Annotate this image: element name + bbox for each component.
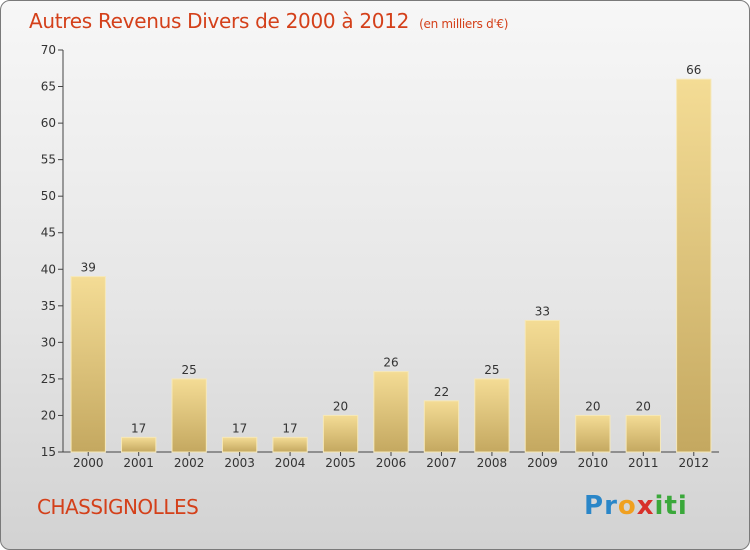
bar [221,436,258,453]
x-tick-label: 2001 [123,456,154,470]
logo-letter: r [604,491,618,521]
y-tick-label: 45 [41,226,56,240]
y-tick-label: 20 [41,408,56,422]
x-tick-label: 2007 [426,456,457,470]
bar [524,319,561,453]
y-tick-label: 15 [41,445,56,459]
x-tick-label: 2010 [578,456,609,470]
logo-letter: o [617,491,637,521]
bar [625,414,661,453]
x-tick-label: 2000 [73,456,104,470]
bar-value-label: 20 [333,399,348,413]
proxiti-logo: Proxiti [584,491,688,521]
y-tick-label: 30 [41,335,56,349]
y-tick-label: 65 [41,80,56,94]
y-tick-label: 35 [41,299,56,313]
bar-value-label: 26 [383,356,398,370]
x-tick-label: 2009 [527,456,558,470]
x-tick-label: 2004 [275,456,306,470]
bar [121,436,157,453]
bar-value-label: 33 [535,304,550,318]
bar [171,378,207,453]
bar [272,436,308,453]
y-tick-label: 60 [41,116,56,130]
logo-letter: i [654,491,665,521]
bar [322,414,359,453]
x-tick-label: 2002 [174,456,205,470]
x-tick-label: 2008 [477,456,508,470]
logo-letter: t [664,491,678,521]
bar [575,414,611,453]
y-tick-label: 55 [41,153,56,167]
bar-value-label: 25 [182,363,197,377]
chart-unit: (en milliers d'€) [419,17,509,31]
bar-value-label: 39 [81,261,96,275]
bar [676,78,712,453]
bar-value-label: 66 [686,63,701,77]
chart-title-text: Autres Revenus Divers de 2000 à 2012 [29,9,410,33]
logo-letter: P [584,491,605,521]
logo-letter: i [677,491,688,521]
x-tick-label: 2005 [325,456,356,470]
y-tick-label: 70 [41,43,56,57]
bar [423,400,460,453]
y-tick-label: 40 [41,262,56,276]
x-tick-label: 2012 [678,456,709,470]
bar [70,276,106,453]
bar [474,378,510,453]
bar-value-label: 20 [636,399,651,413]
bar-value-label: 17 [232,421,247,435]
x-tick-label: 2003 [224,456,255,470]
logo-letter: x [636,491,655,521]
chart-title: Autres Revenus Divers de 2000 à 2012 (en… [29,9,508,33]
bar-value-label: 20 [585,399,600,413]
bar [373,371,409,453]
y-tick-label: 50 [41,189,56,203]
x-tick-label: 2006 [376,456,407,470]
bar-value-label: 22 [434,385,449,399]
x-tick-label: 2011 [628,456,659,470]
bar-value-label: 17 [131,421,146,435]
bar-value-label: 17 [282,421,297,435]
commune-name: CHASSIGNOLLES [37,495,199,519]
bar-value-label: 25 [484,363,499,377]
y-tick-label: 25 [41,372,56,386]
